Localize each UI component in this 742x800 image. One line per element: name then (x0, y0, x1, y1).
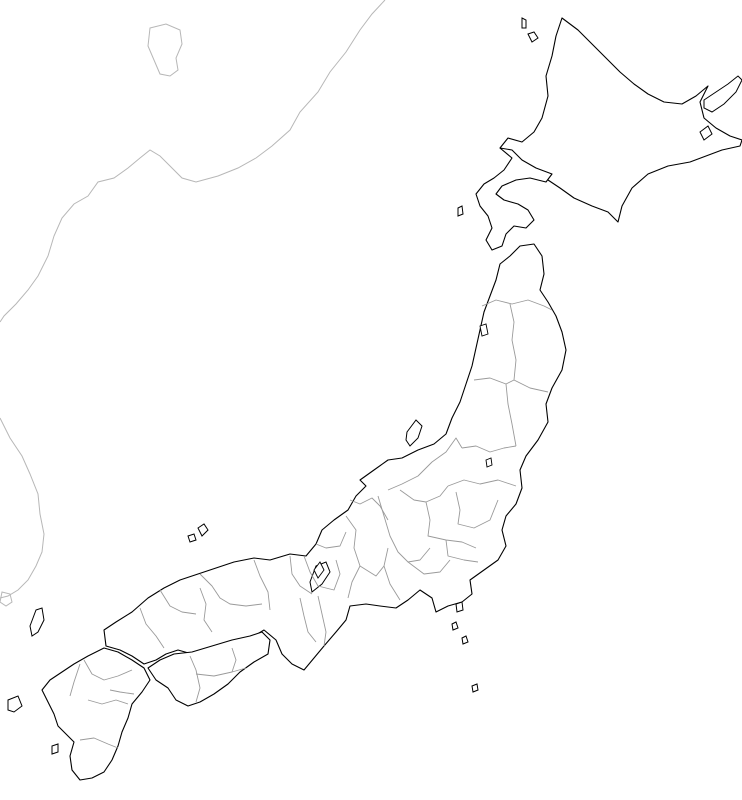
shikoku-ehime-border (189, 655, 201, 703)
aichi-border (347, 565, 361, 599)
oshima-peninsula (475, 147, 553, 251)
kunashiri-island (699, 125, 713, 141)
shiga-border (303, 555, 341, 591)
tokyo-border (445, 539, 479, 563)
shikoku-island (147, 631, 271, 707)
oita-miyazaki-border (109, 689, 135, 695)
okayama-hiroshima-border (199, 587, 213, 633)
sado-island (405, 419, 423, 447)
iwate-miyagi-border (513, 379, 549, 393)
akita-iwate-border (509, 303, 517, 381)
tottori-border (199, 573, 263, 607)
akita-south-border (473, 377, 515, 385)
izu-islet-2 (461, 635, 469, 645)
koshiki-island (51, 743, 59, 755)
yamagata-south-border (461, 445, 517, 453)
foreign-coastlines (0, 0, 386, 607)
tochigi-gunma-border (455, 491, 499, 529)
kyoto-border (289, 555, 313, 595)
yamagata-miyagi-border (505, 383, 517, 447)
fukuoka-border (83, 659, 133, 681)
saitama-border (425, 501, 477, 549)
shikoku-kochi-border (195, 667, 247, 677)
goto-islands (7, 695, 23, 713)
rishiri-island (527, 31, 539, 43)
ishikawa-toyama-border (349, 497, 389, 521)
kumamoto-border (87, 699, 129, 705)
fukushima-south-border (447, 479, 517, 487)
yamanashi-border (407, 559, 451, 575)
prefecture-borders (69, 299, 553, 749)
fukui-border (315, 531, 347, 549)
japan-coastlines (7, 17, 742, 781)
korean-islet (0, 591, 13, 607)
saga-nagasaki-border (69, 663, 81, 697)
russian-coast (0, 0, 386, 323)
honshu-island (103, 243, 567, 671)
hokkaido-island (499, 17, 742, 223)
rebun-island (521, 17, 527, 29)
okushiri-island (457, 205, 464, 217)
kagoshima-border (79, 737, 119, 749)
mie-nara-border (317, 595, 327, 647)
niigata-border (387, 437, 463, 491)
lake-hachirogata (479, 323, 489, 337)
shikoku-tokushima-border (231, 647, 237, 673)
hachijo-island (471, 683, 479, 693)
lake-biwa (313, 561, 325, 579)
gifu-border (345, 515, 385, 577)
izu-oshima-island (455, 601, 464, 613)
aomori-south-border (481, 299, 553, 311)
shizuoka-border (383, 547, 401, 601)
sakhalin-island (147, 23, 183, 77)
korean-peninsula-coast (0, 417, 45, 599)
lake-inawashiro (485, 457, 493, 468)
oki-islet (187, 533, 197, 543)
kyushu-island (41, 647, 151, 781)
hyogo-border (253, 559, 271, 611)
izu-islet-1 (451, 621, 459, 631)
shimane-border (159, 589, 197, 615)
oki-island (197, 523, 209, 537)
osaka-border (299, 597, 317, 643)
yamaguchi-border (139, 607, 165, 649)
tsushima-island (29, 607, 45, 637)
etorofu-island (703, 75, 742, 113)
nagano-border (377, 495, 431, 563)
